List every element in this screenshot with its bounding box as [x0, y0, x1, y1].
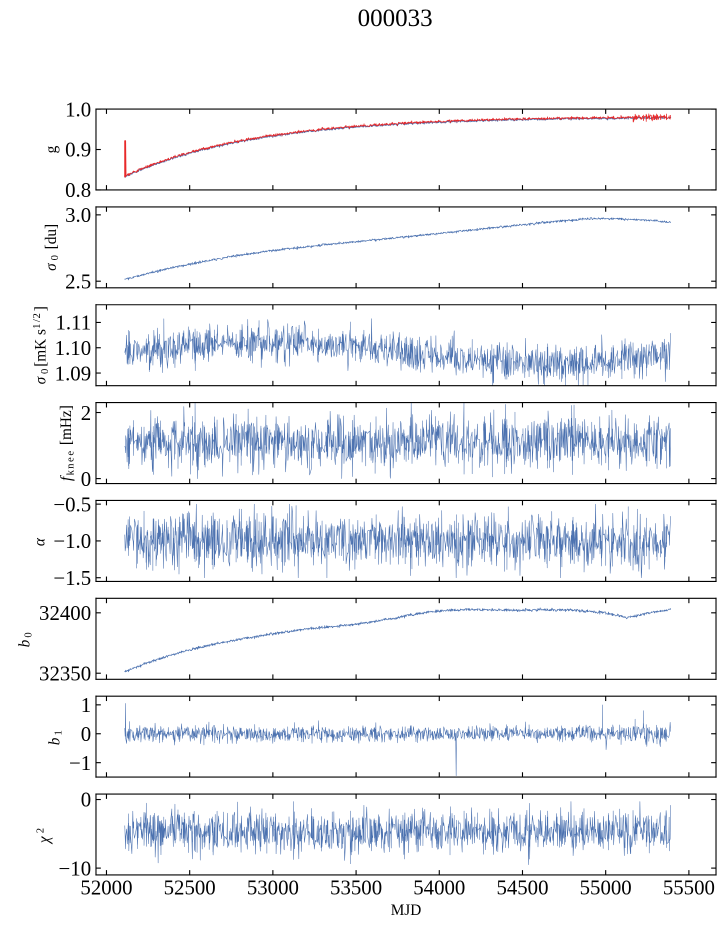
- svg-text:−0.5: −0.5: [53, 492, 91, 516]
- svg-text:0.9: 0.9: [65, 138, 91, 162]
- svg-text:0.8: 0.8: [65, 178, 91, 202]
- svg-text:0: 0: [81, 467, 91, 491]
- svg-text:−10: −10: [59, 856, 92, 880]
- svg-text:53500: 53500: [330, 875, 382, 899]
- svg-text:1.11: 1.11: [55, 311, 91, 335]
- svg-text:0: 0: [81, 722, 91, 746]
- svg-text:0: 0: [81, 788, 91, 812]
- svg-text:000033: 000033: [358, 5, 433, 32]
- svg-text:−1.5: −1.5: [53, 566, 91, 590]
- svg-text:55500: 55500: [663, 875, 715, 899]
- svg-text:53000: 53000: [247, 875, 299, 899]
- svg-text:1: 1: [81, 693, 91, 717]
- svg-text:3.0: 3.0: [65, 203, 91, 227]
- svg-text:54000: 54000: [413, 875, 465, 899]
- svg-text:g: g: [43, 145, 60, 153]
- svg-text:−1.0: −1.0: [53, 529, 91, 553]
- svg-text:α: α: [31, 537, 48, 546]
- svg-text:MJD: MJD: [391, 902, 422, 919]
- svg-text:55000: 55000: [580, 875, 632, 899]
- svg-text:2.5: 2.5: [65, 269, 91, 293]
- svg-text:1.10: 1.10: [55, 336, 91, 360]
- svg-text:2: 2: [81, 401, 91, 425]
- svg-text:32400: 32400: [39, 601, 91, 625]
- svg-text:f k n e: f k n e e [ m H z ]: [51, 405, 78, 481]
- svg-text:1.0: 1.0: [65, 97, 91, 121]
- svg-text:32350: 32350: [39, 661, 91, 685]
- svg-text:54500: 54500: [496, 875, 548, 899]
- svg-text:1.09: 1.09: [55, 361, 91, 385]
- svg-text:52500: 52500: [164, 875, 216, 899]
- svg-text:−1: −1: [69, 751, 91, 775]
